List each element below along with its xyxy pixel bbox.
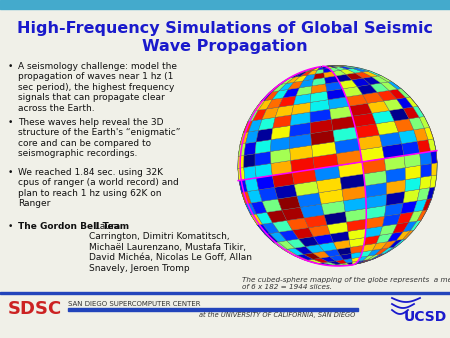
Text: •: • bbox=[8, 118, 14, 127]
Text: Wave Propagation: Wave Propagation bbox=[142, 39, 308, 53]
Bar bbox=[68, 308, 358, 311]
Bar bbox=[0, 0, 450, 9]
Text: •: • bbox=[8, 222, 14, 231]
Text: These waves help reveal the 3D
structure of the Earth's “enigmatic”
core and can: These waves help reveal the 3D structure… bbox=[18, 118, 180, 158]
Text: SAN DIEGO SUPERCOMPUTER CENTER: SAN DIEGO SUPERCOMPUTER CENTER bbox=[68, 301, 201, 307]
Text: The cubed-sphere mapping of the globe represents  a mesh
of 6 x 182 = 1944 slice: The cubed-sphere mapping of the globe re… bbox=[242, 277, 450, 290]
Text: : Laura
Carrington, Dimitri Komatitsch,
Michaël Laurenzano, Mustafa Tikir,
David: : Laura Carrington, Dimitri Komatitsch, … bbox=[89, 222, 252, 273]
Text: at the UNIVERSITY OF CALIFORNIA, SAN DIEGO: at the UNIVERSITY OF CALIFORNIA, SAN DIE… bbox=[198, 312, 355, 318]
Text: We reached 1.84 sec. using 32K
cpus of ranger (a world record) and
plan to reach: We reached 1.84 sec. using 32K cpus of r… bbox=[18, 168, 179, 208]
Text: The Gordon Bell Team: The Gordon Bell Team bbox=[18, 222, 129, 231]
Text: •: • bbox=[8, 168, 14, 177]
Text: SDSC: SDSC bbox=[8, 300, 62, 318]
Text: High-Frequency Simulations of Global Seismic: High-Frequency Simulations of Global Sei… bbox=[17, 21, 433, 35]
Text: A seismology challenge: model the
propagation of waves near 1 hz (1
sec period),: A seismology challenge: model the propag… bbox=[18, 62, 177, 113]
Text: •: • bbox=[8, 62, 14, 71]
Text: UCSD: UCSD bbox=[403, 310, 446, 324]
Bar bbox=[0, 292, 450, 294]
